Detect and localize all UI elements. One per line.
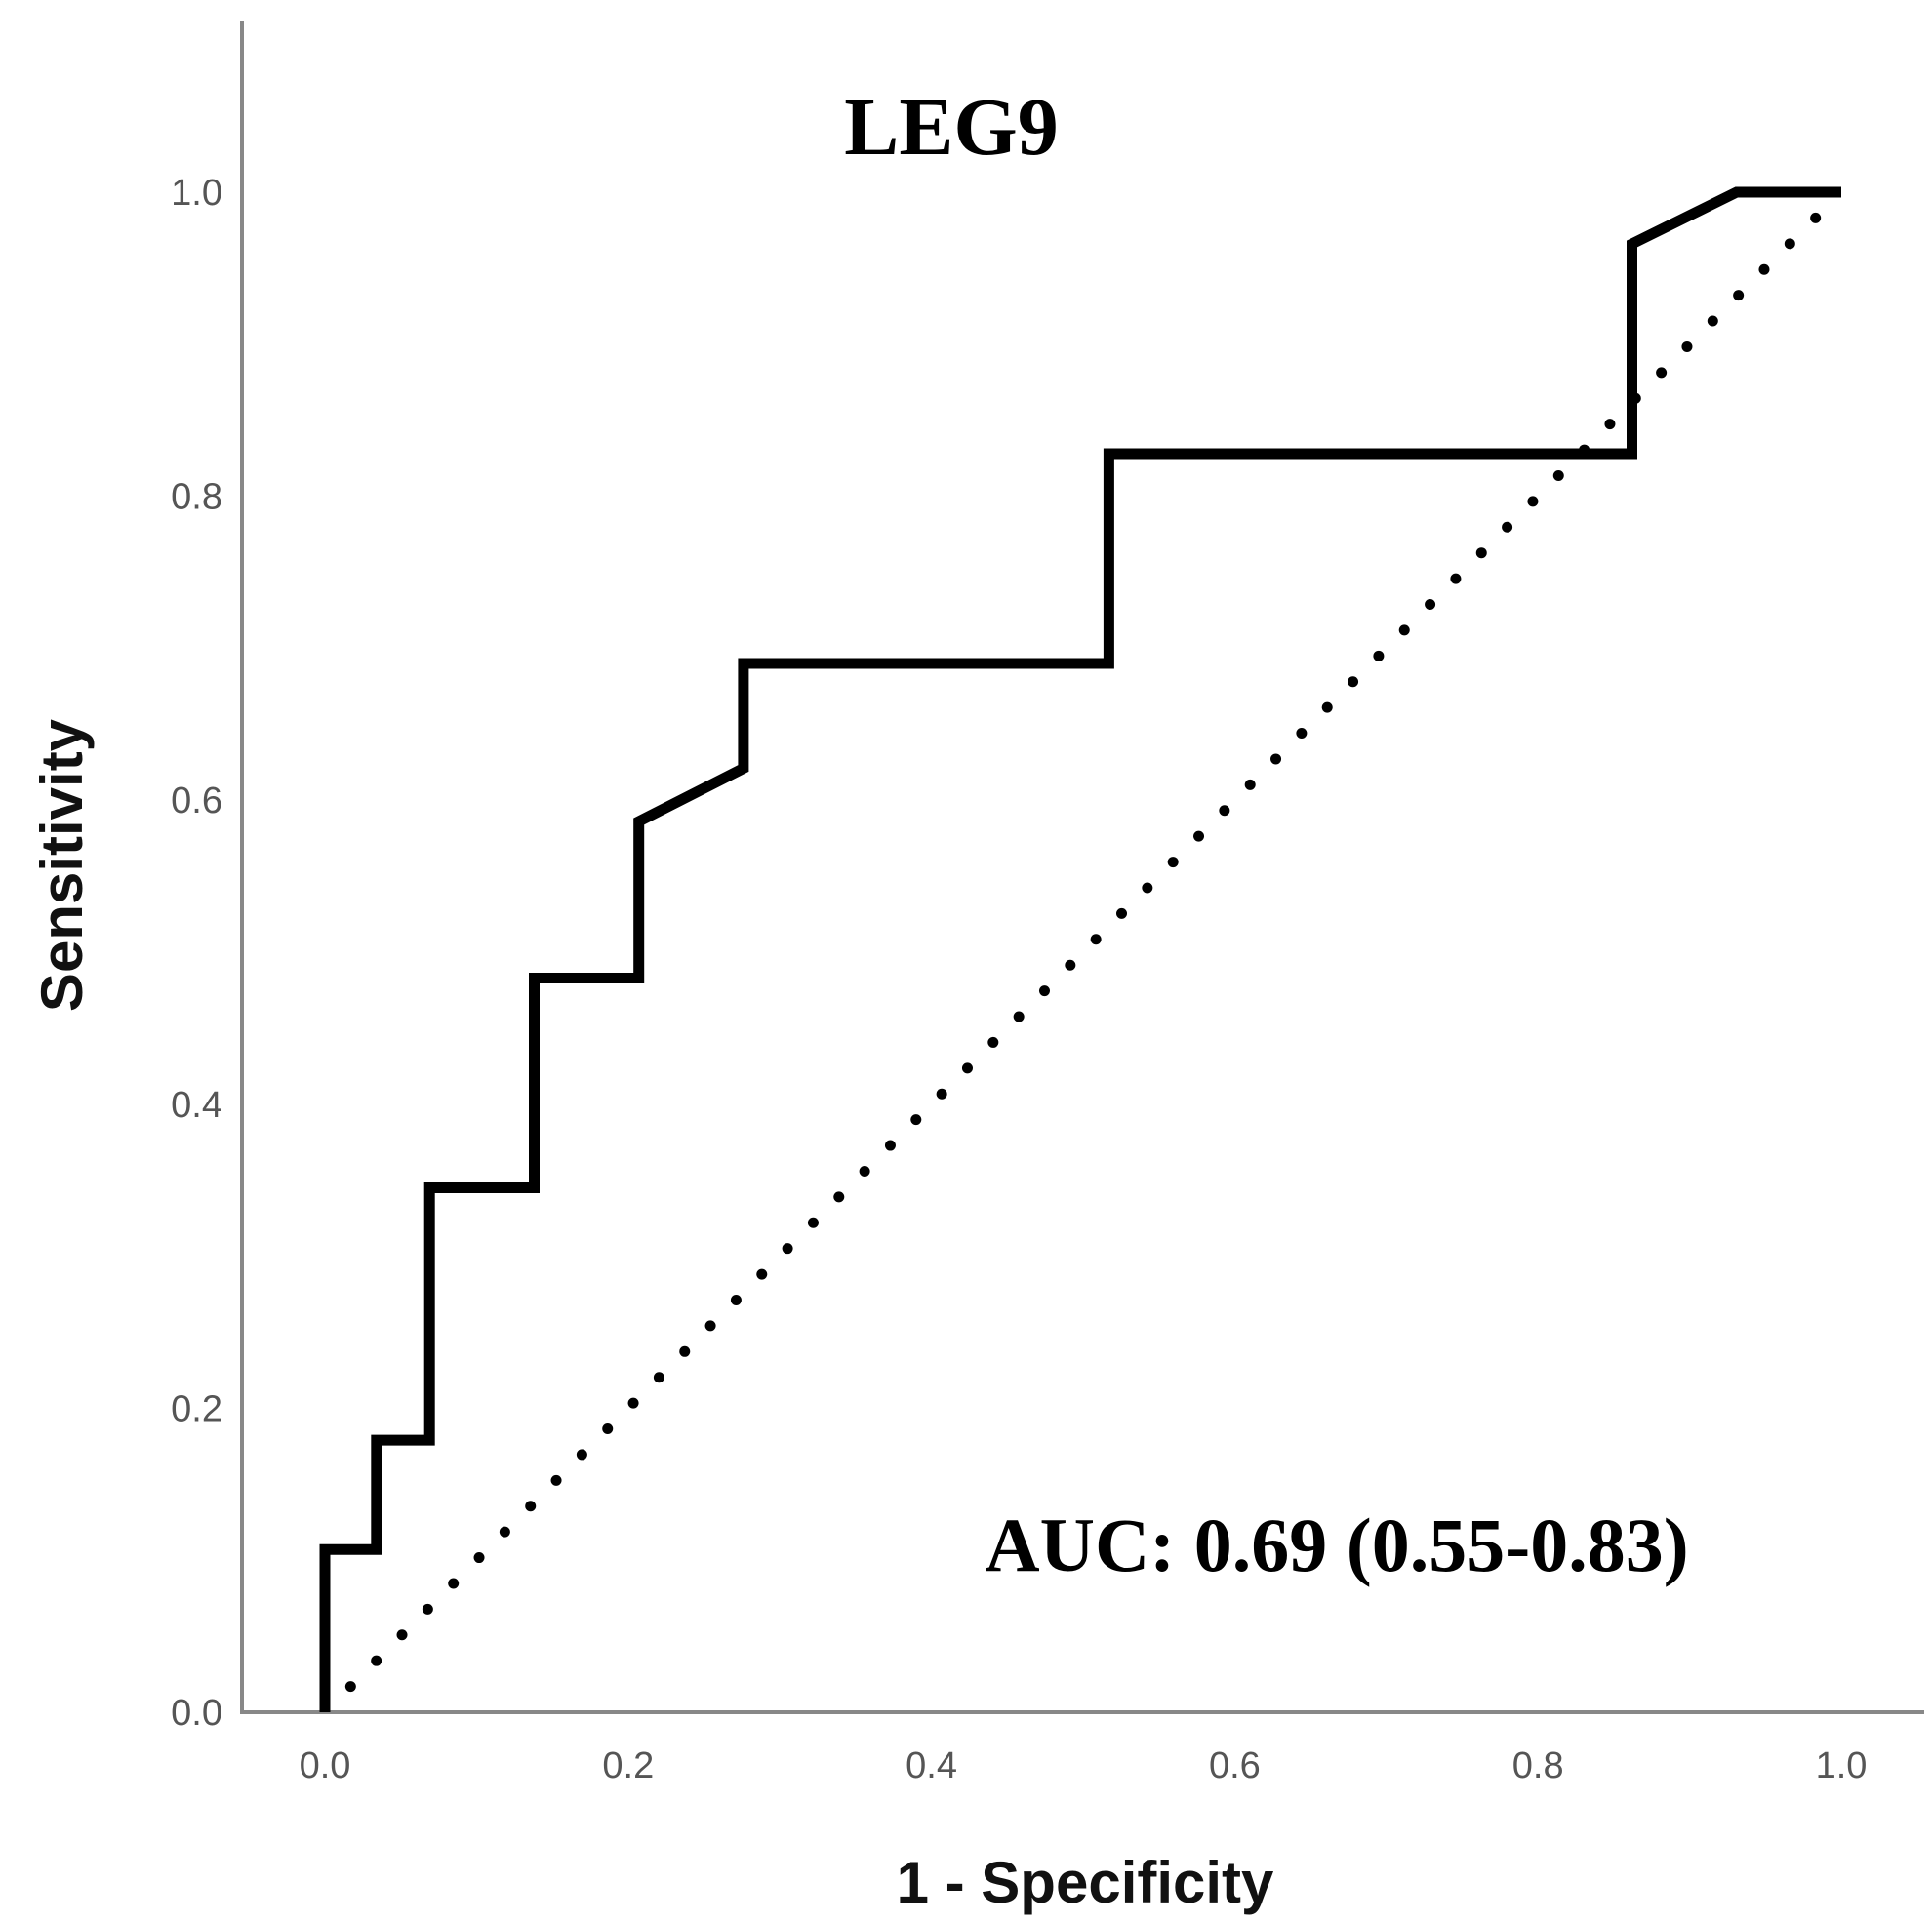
- reference-line-dot: [1604, 419, 1616, 430]
- chart-title: LEG9: [844, 82, 1058, 173]
- reference-line-dot: [859, 1165, 870, 1177]
- reference-line-dot: [1013, 1011, 1025, 1022]
- reference-line-dot: [1707, 315, 1718, 327]
- reference-line-dot: [1373, 650, 1385, 661]
- reference-line-dot: [473, 1552, 485, 1564]
- reference-line-dot: [1348, 676, 1359, 688]
- reference-line-dot: [1810, 212, 1822, 223]
- reference-line-dot: [1656, 367, 1668, 379]
- reference-line-dot: [910, 1114, 922, 1126]
- reference-line-dot: [1681, 341, 1693, 352]
- x-tick-label: 0.8: [1512, 1745, 1564, 1786]
- reference-line-dot: [1425, 599, 1436, 611]
- reference-line-dot: [627, 1397, 639, 1409]
- x-tick-label: 0.2: [602, 1745, 654, 1786]
- reference-line-dot: [1142, 882, 1153, 894]
- reference-line-dot: [1527, 496, 1539, 507]
- reference-line-dot: [961, 1062, 973, 1074]
- reference-line-dot: [1219, 805, 1230, 817]
- reference-line-dot: [1450, 573, 1462, 584]
- y-tick-label: 0.0: [171, 1693, 222, 1734]
- reference-line-dot: [1270, 753, 1282, 765]
- reference-line-dot: [1244, 779, 1256, 790]
- reference-line-dot: [1090, 934, 1102, 945]
- reference-line-dot: [371, 1655, 382, 1666]
- reference-line-dot: [756, 1268, 768, 1280]
- reference-line-dot: [525, 1501, 537, 1512]
- y-tick-label: 0.6: [171, 781, 222, 821]
- reference-line-dot: [704, 1320, 716, 1332]
- reference-line-dot: [602, 1423, 614, 1435]
- reference-line-dot: [653, 1372, 664, 1383]
- y-axis-title: Sensitivity: [29, 718, 95, 1012]
- reference-line-dot: [1398, 624, 1410, 636]
- reference-line-dot: [1758, 263, 1770, 275]
- reference-line-dot: [576, 1449, 587, 1461]
- reference-line-dot: [1167, 857, 1179, 868]
- roc-curve-line: [319, 186, 1841, 1712]
- reference-line-dot: [833, 1191, 845, 1203]
- y-tick-label: 0.4: [171, 1085, 222, 1126]
- reference-line-dot: [679, 1345, 691, 1357]
- reference-line-dot: [782, 1243, 793, 1255]
- reference-line-dot: [422, 1603, 433, 1615]
- x-tick-label: 0.0: [300, 1745, 351, 1786]
- reference-line-dot: [344, 1681, 356, 1693]
- reference-line-dot: [1193, 830, 1205, 842]
- x-tick-labels: 0.0 0.2 0.4 0.6 0.8 1.0: [300, 1745, 1868, 1786]
- reference-line-dot: [499, 1526, 510, 1538]
- y-tick-labels: 0.0 0.2 0.4 0.6 0.8 1.0: [171, 173, 222, 1734]
- y-tick-label: 0.2: [171, 1388, 222, 1429]
- reference-line-dot: [936, 1088, 947, 1100]
- reference-line-dot: [1296, 728, 1308, 740]
- reference-line-dot: [884, 1140, 896, 1151]
- x-tick-label: 0.6: [1209, 1745, 1261, 1786]
- reference-line-dot: [396, 1629, 408, 1641]
- series-layer: [319, 186, 1841, 1712]
- reference-line-dot: [448, 1578, 460, 1589]
- x-tick-label: 1.0: [1816, 1745, 1868, 1786]
- reference-line-dot: [1475, 547, 1487, 559]
- y-tick-label: 0.8: [171, 477, 222, 518]
- x-axis-title: 1 - Specificity: [897, 1850, 1274, 1915]
- reference-line-dot: [1784, 238, 1795, 250]
- reference-line-dot: [550, 1474, 562, 1486]
- y-tick-label: 1.0: [171, 173, 222, 214]
- auc-annotation: AUC: 0.69 (0.55-0.83): [985, 1502, 1688, 1587]
- reference-line-dot: [1116, 907, 1128, 919]
- reference-line-dot: [1321, 701, 1333, 713]
- reference-line-dot: [1630, 392, 1641, 404]
- reference-line-dot: [1065, 959, 1076, 971]
- reference-line-dot: [987, 1036, 999, 1048]
- reference-line-dot: [1552, 469, 1564, 481]
- reference-line-dot: [1038, 985, 1050, 997]
- reference-line-dot: [1733, 290, 1745, 301]
- reference-line-dot: [730, 1294, 742, 1305]
- reference-line-dot: [807, 1217, 819, 1228]
- reference-line-dot: [1579, 444, 1590, 456]
- reference-line-dot: [1502, 521, 1513, 533]
- x-tick-label: 0.4: [906, 1745, 957, 1786]
